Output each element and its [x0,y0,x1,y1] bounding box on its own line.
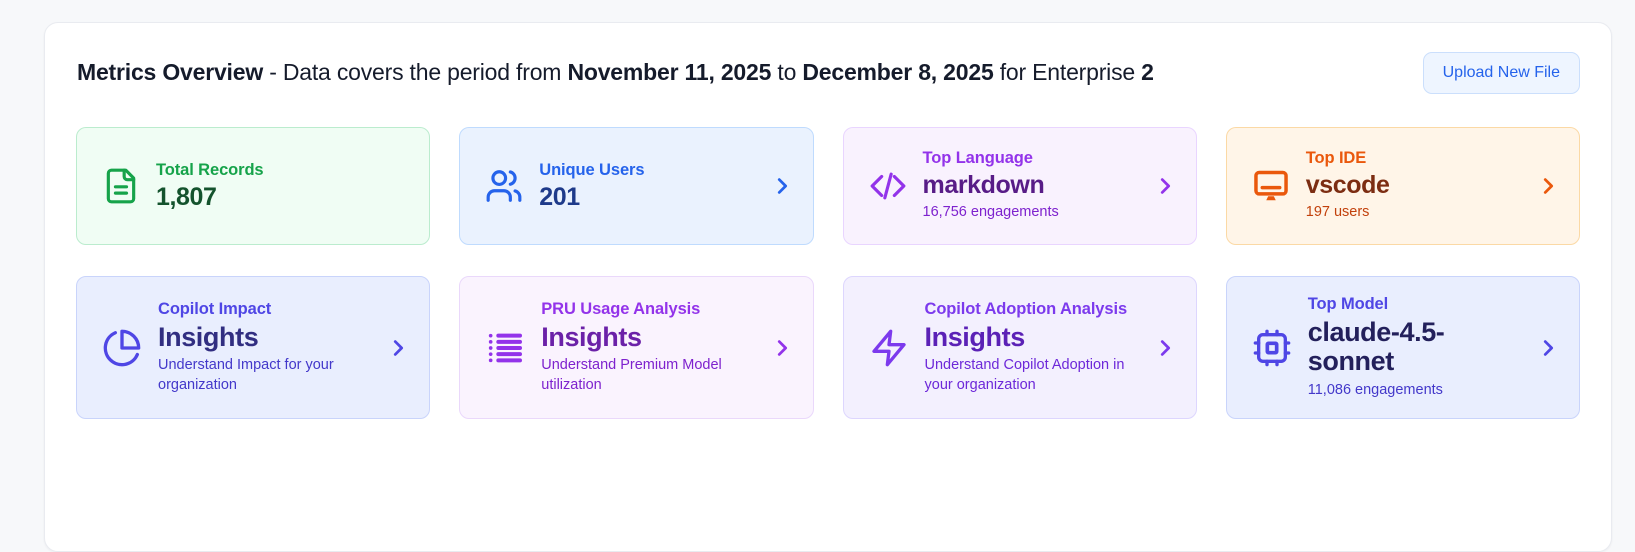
card-pru-usage-insights[interactable]: PRU Usage Analysis Insights Understand P… [459,276,814,419]
card-subtitle: 197 users [1305,204,1370,221]
chevron-right-icon[interactable] [1537,337,1559,359]
page-title-text-1: - Data covers the period from [263,59,568,86]
card-value: 201 [539,182,580,211]
card-text: Total Records 1,807 [156,161,409,212]
chevron-right-icon[interactable] [1154,337,1176,359]
card-value: Insights [541,321,642,352]
card-label: Copilot Adoption Analysis [924,299,1128,318]
card-label: PRU Usage Analysis [541,299,701,318]
card-subtitle: 11,086 engagements [1307,381,1443,398]
card-value: vscode [1305,170,1390,199]
code-icon [869,167,907,205]
card-top-ide[interactable]: Top IDE vscode 197 users [1225,127,1580,245]
chevron-right-icon[interactable] [1537,175,1559,197]
card-unique-users[interactable]: Unique Users 201 [459,127,814,245]
date-to: December 8, 2025 [802,59,994,86]
card-label: Unique Users [539,160,645,179]
chevron-right-icon[interactable] [1154,175,1176,197]
enterprise-number: 2 [1141,59,1154,86]
card-text: Top Model claude-4.5-sonnet 11,086 engag… [1308,295,1521,401]
card-text: Copilot Impact Insights Understand Impac… [158,300,371,396]
chevron-right-icon[interactable] [771,175,793,197]
page-title-main: Metrics Overview [77,59,264,86]
page-title-text-3: for Enterprise [993,59,1142,86]
card-text: Copilot Adoption Analysis Insights Under… [925,300,1138,396]
card-value: claude-4.5-sonnet [1307,316,1445,377]
card-value: markdown [922,170,1045,199]
card-label: Total Records [156,160,264,179]
card-value: 1,807 [156,182,217,211]
date-from: November 11, 2025 [567,59,772,86]
card-top-model[interactable]: Top Model claude-4.5-sonnet 11,086 engag… [1225,276,1580,419]
monitor-icon [1252,167,1290,205]
card-total-records: Total Records 1,807 [76,127,431,245]
card-label: Top Language [922,148,1033,167]
card-subtitle: 16,756 engagements [922,204,1059,221]
metrics-cards-grid: Total Records 1,807 Unique Users 201 [76,127,1580,419]
card-copilot-impact-insights[interactable]: Copilot Impact Insights Understand Impac… [76,276,431,419]
card-copilot-adoption-insights[interactable]: Copilot Adoption Analysis Insights Under… [842,276,1197,419]
file-text-icon [102,167,140,205]
pie-chart-icon [102,328,142,368]
card-text: Top IDE vscode 197 users [1306,149,1521,223]
card-text: PRU Usage Analysis Insights Understand P… [541,300,754,396]
chevron-right-icon[interactable] [387,337,409,359]
card-subtitle: Understand Copilot Adoption in your orga… [924,357,1125,393]
card-label: Copilot Impact [158,299,272,318]
cpu-icon [1252,328,1292,368]
users-icon [485,167,523,205]
upload-new-file-button[interactable]: Upload New File [1422,52,1580,94]
zap-icon [869,328,909,368]
card-subtitle: Understand Premium Model utilization [541,357,722,393]
card-subtitle: Understand Impact for your organization [158,357,334,393]
card-value: Insights [158,321,259,352]
list-icon [485,328,525,368]
page-title: Metrics Overview - Data covers the perio… [77,58,1154,88]
metrics-overview-panel: Metrics Overview - Data covers the perio… [44,22,1612,552]
card-text: Top Language markdown 16,756 engagements [923,149,1138,223]
page-title-text-2: to [771,59,803,86]
card-label: Top Model [1307,294,1389,313]
card-top-language[interactable]: Top Language markdown 16,756 engagements [842,127,1197,245]
card-text: Unique Users 201 [539,161,754,212]
panel-header: Metrics Overview - Data covers the perio… [76,52,1580,94]
card-label: Top IDE [1305,148,1367,167]
chevron-right-icon[interactable] [771,337,793,359]
card-value: Insights [924,321,1026,352]
